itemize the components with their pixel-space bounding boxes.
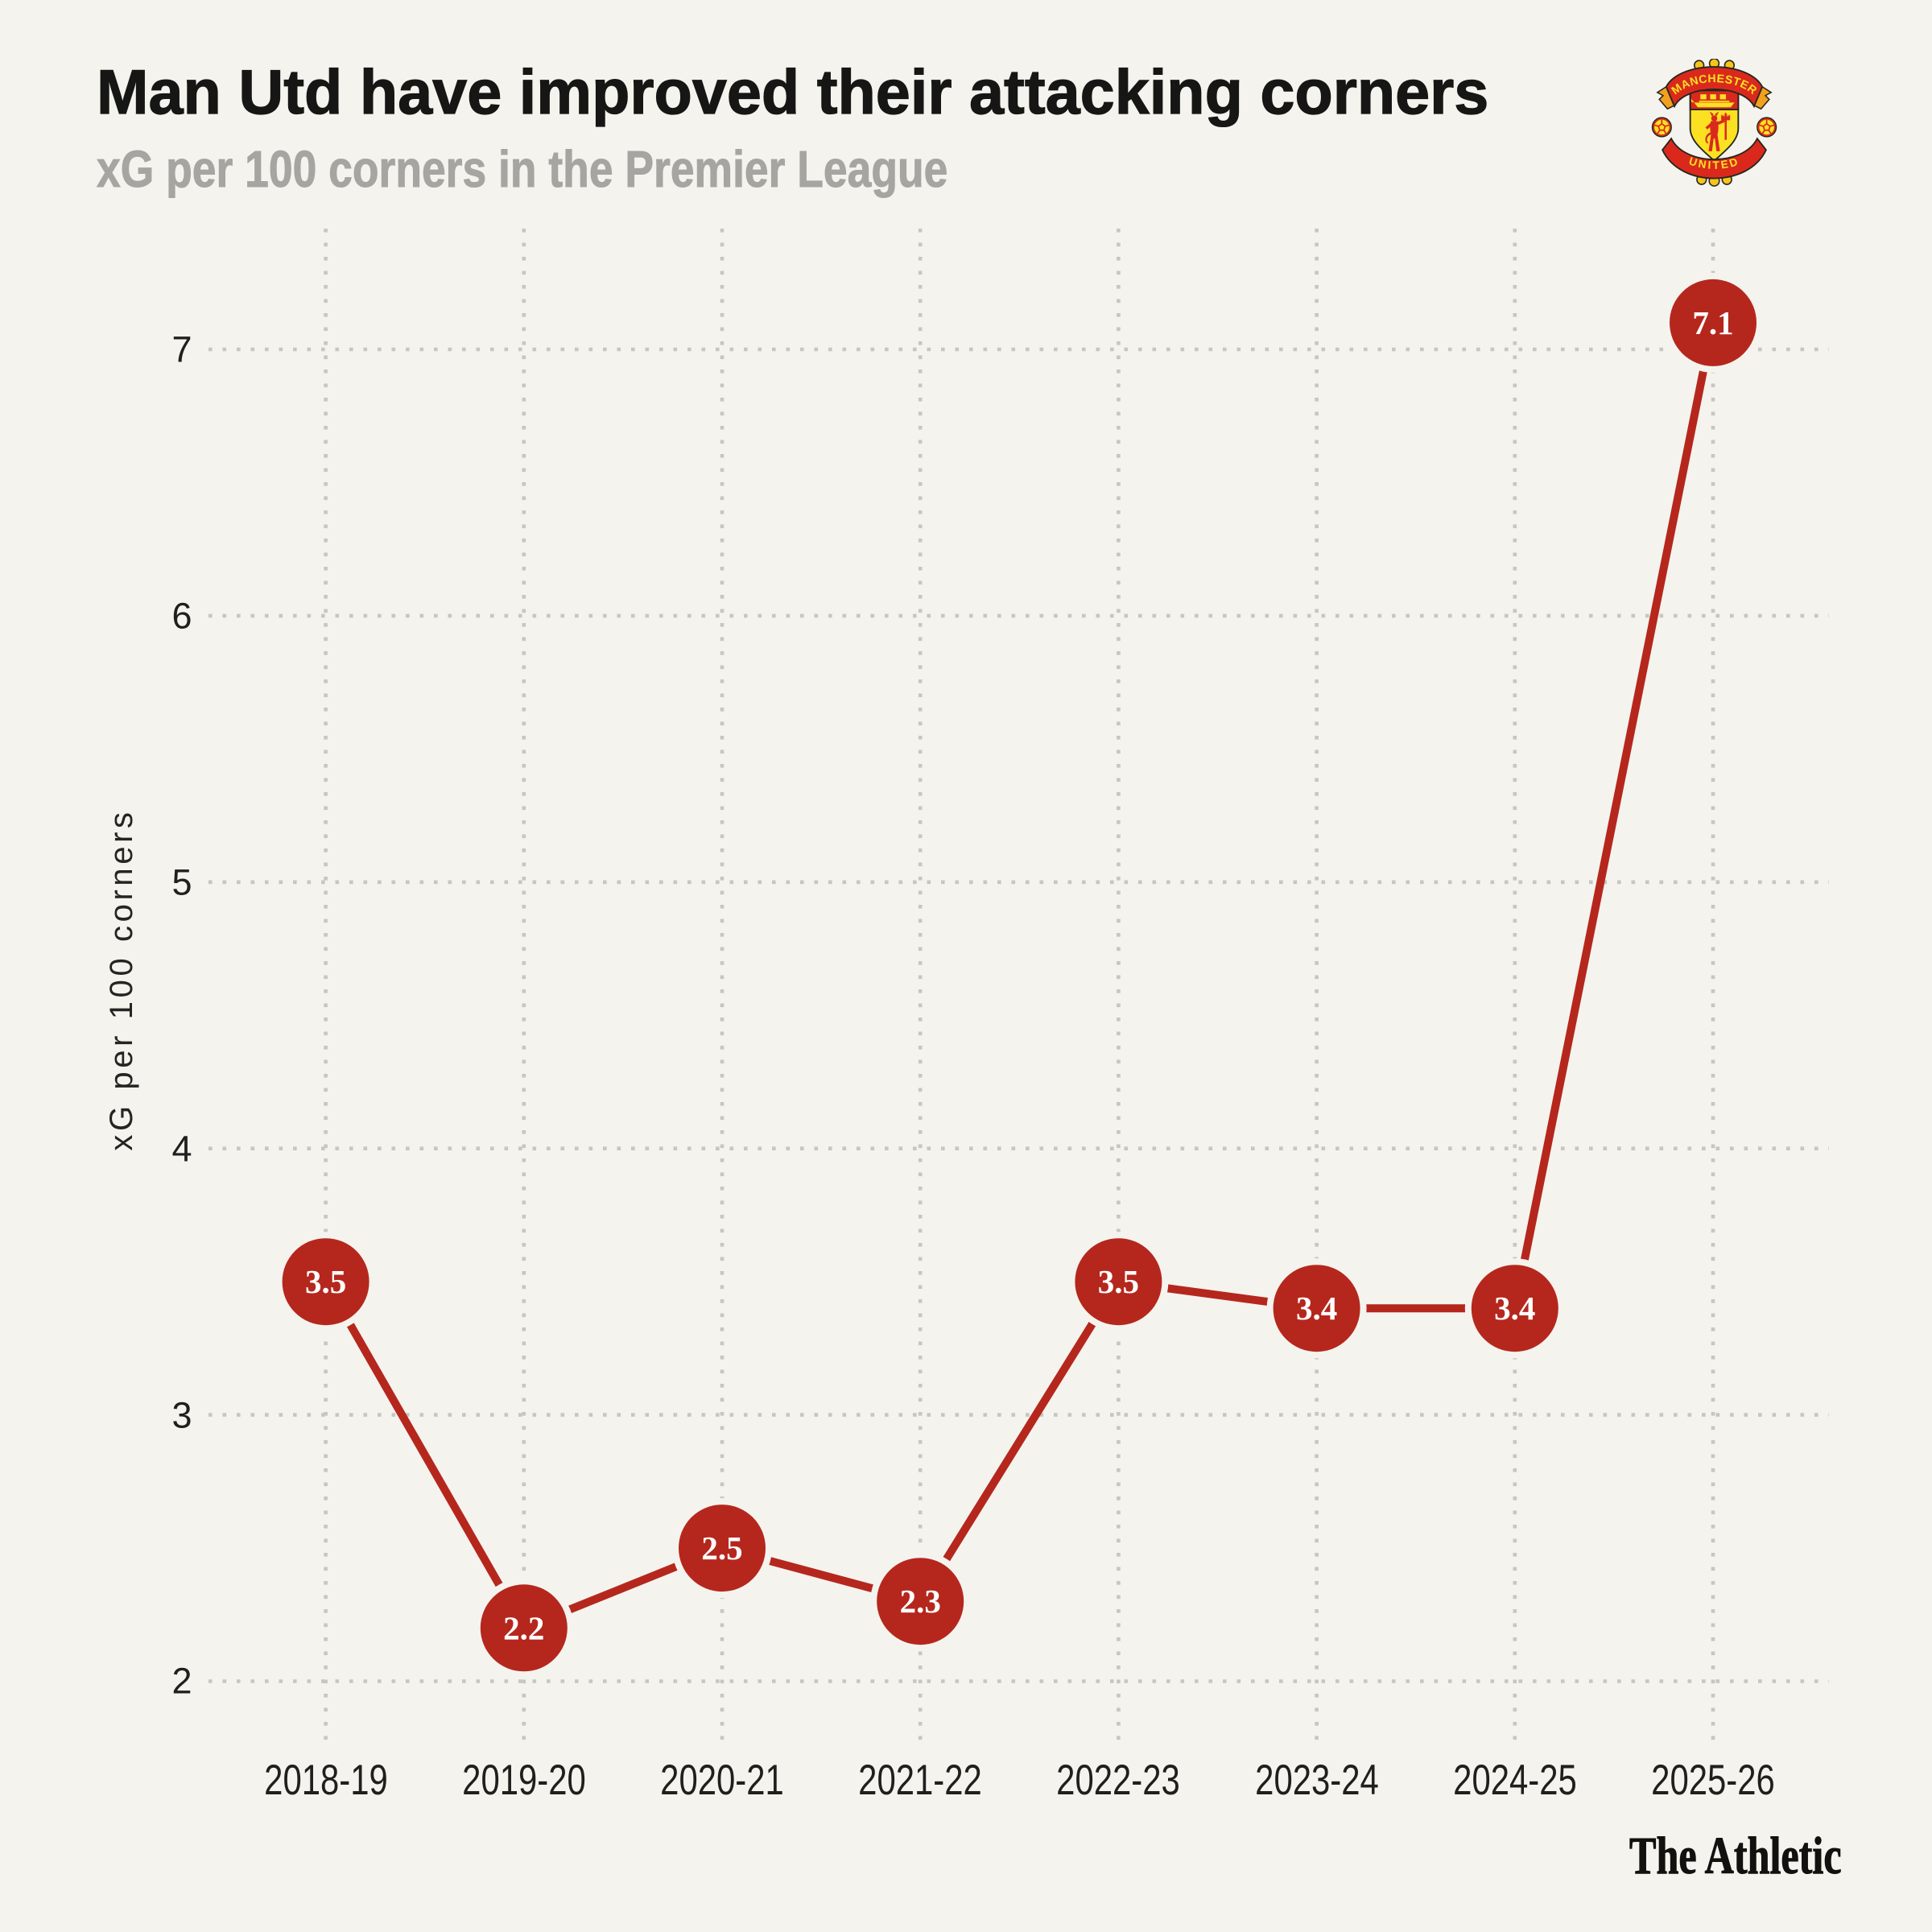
svg-text:3.4: 3.4 [1296, 1290, 1337, 1327]
svg-text:3.5: 3.5 [305, 1263, 346, 1300]
svg-text:2.3: 2.3 [900, 1583, 941, 1620]
svg-text:3.5: 3.5 [1098, 1263, 1139, 1300]
svg-text:2.2: 2.2 [503, 1609, 544, 1646]
svg-text:7.1: 7.1 [1692, 304, 1733, 341]
svg-text:UNITED: UNITED [1687, 155, 1741, 171]
svg-text:3.4: 3.4 [1494, 1290, 1535, 1327]
svg-text:2.5: 2.5 [701, 1530, 742, 1567]
